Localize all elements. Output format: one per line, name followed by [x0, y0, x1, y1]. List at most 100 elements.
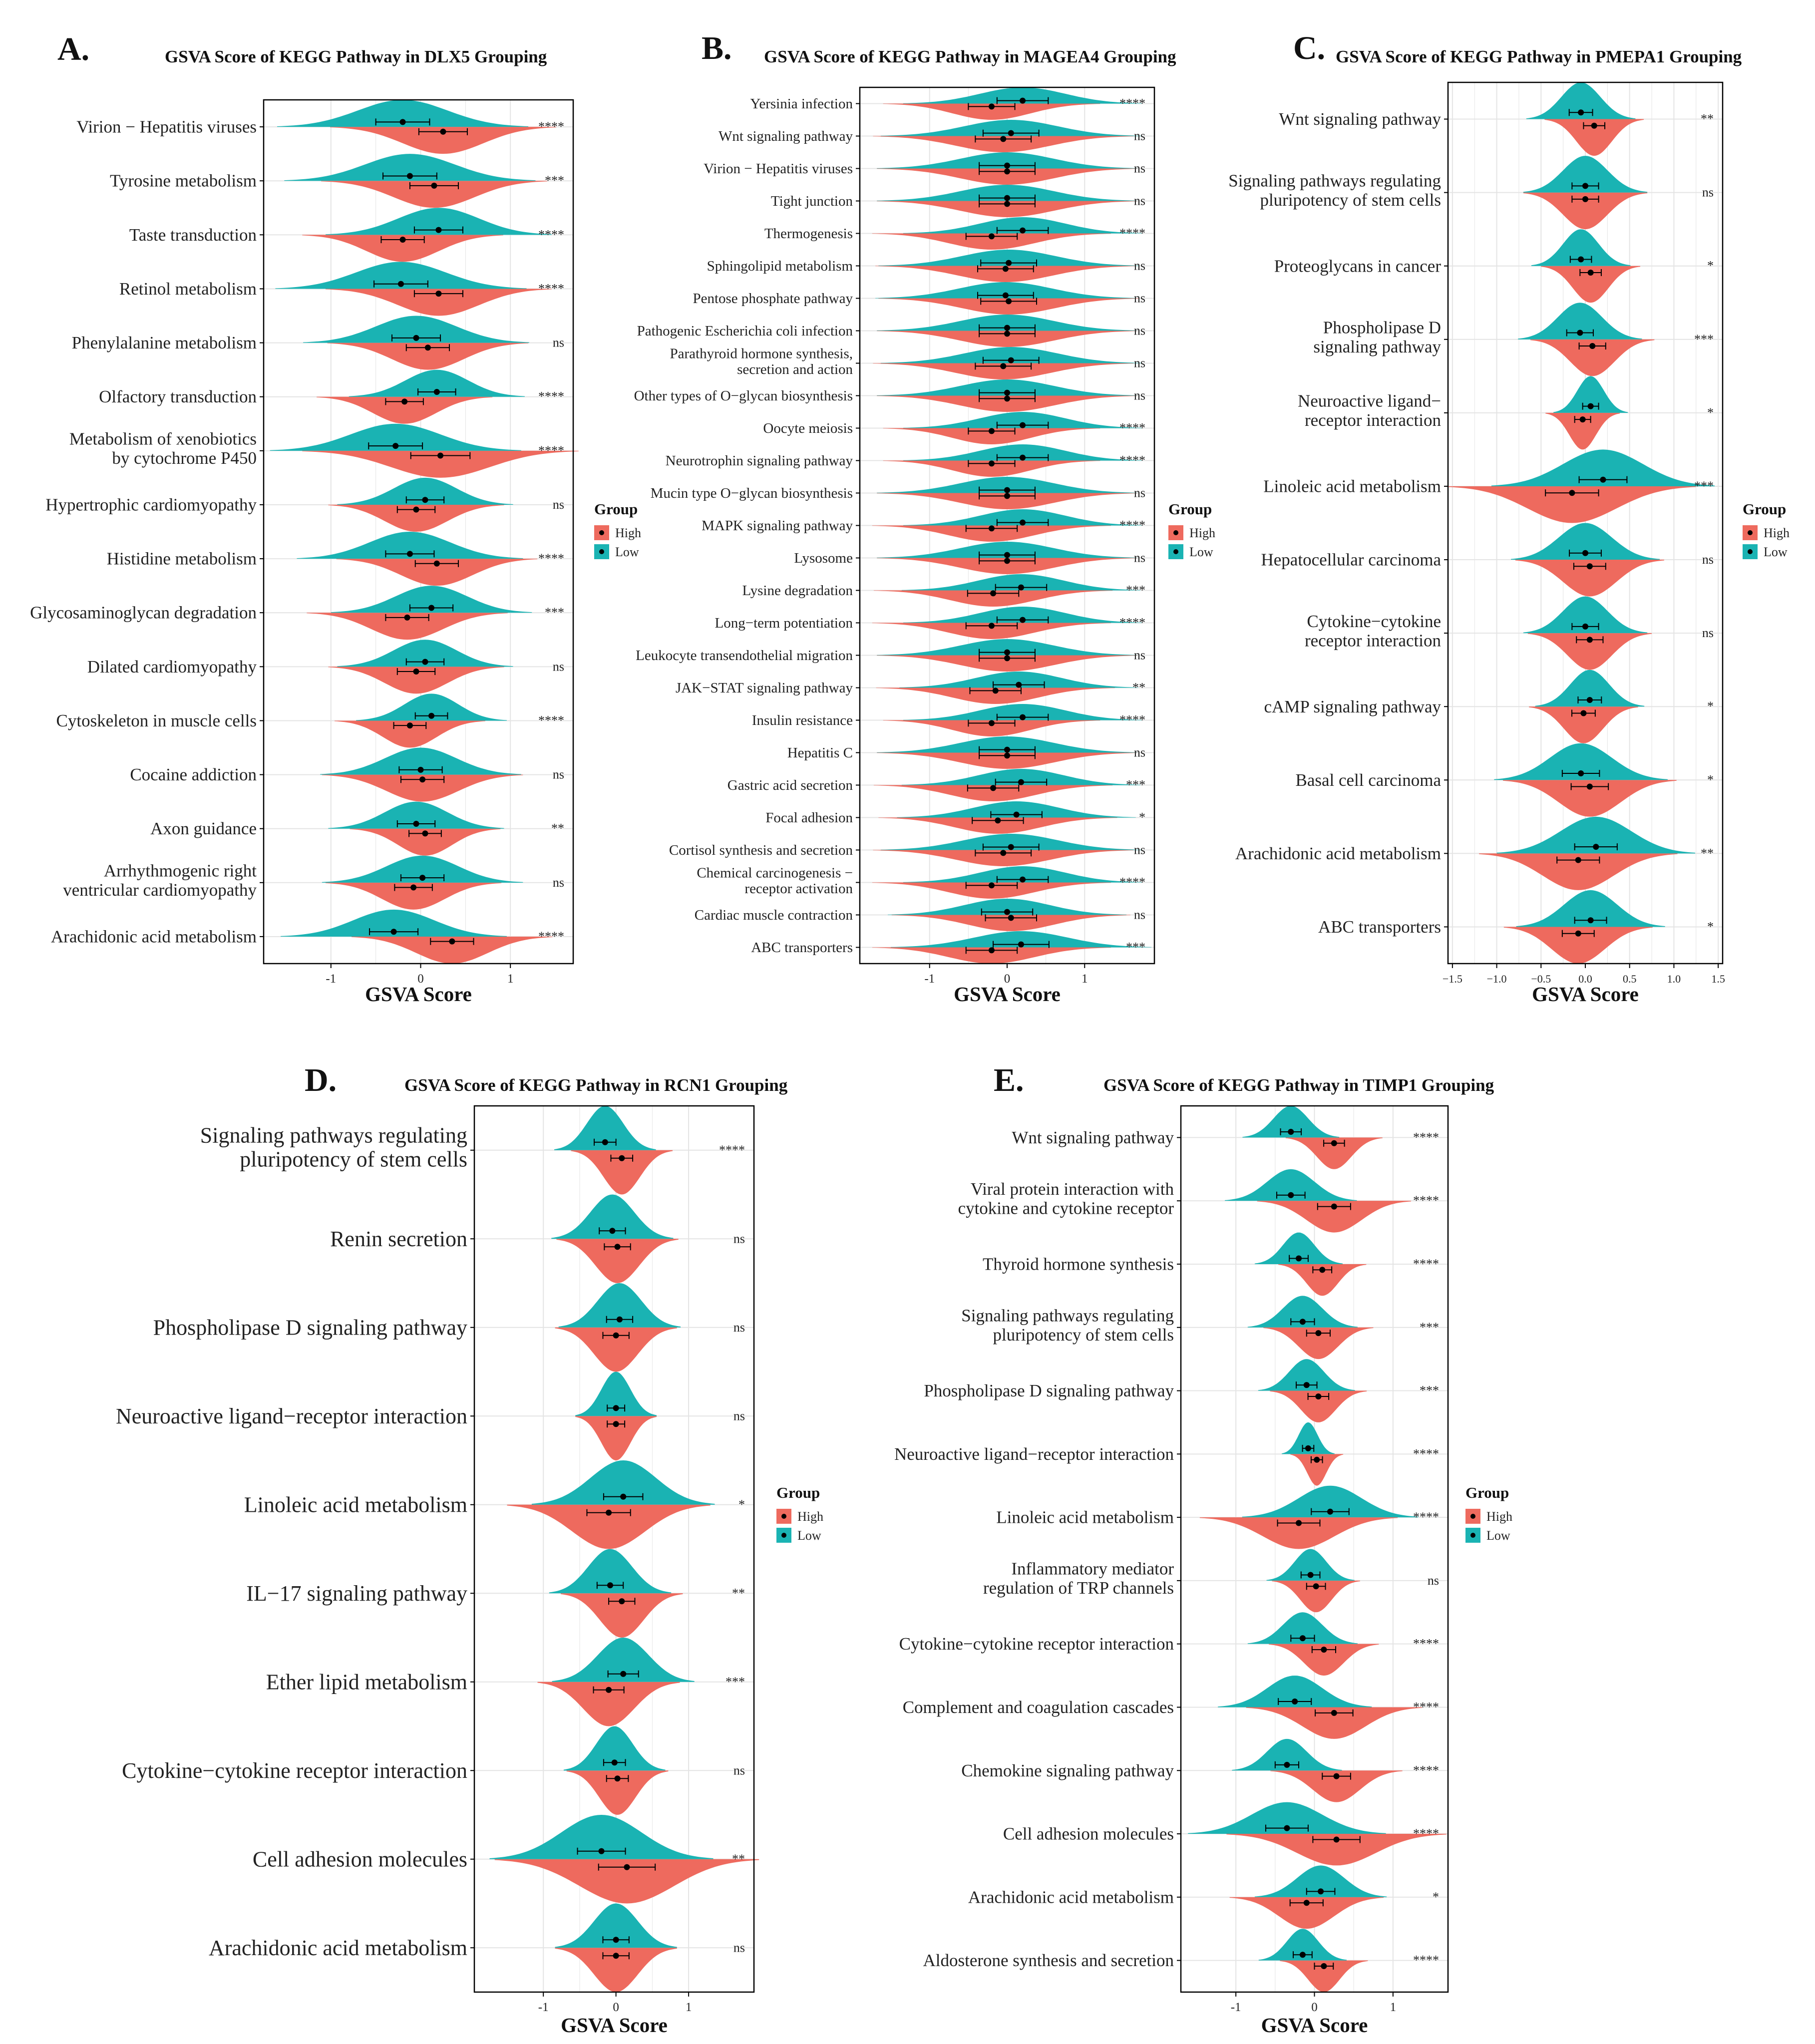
category-label: Yersinia infection — [750, 96, 853, 112]
mean-point-high — [988, 460, 995, 467]
violin-half-high — [872, 525, 1111, 542]
mean-point-high — [1000, 363, 1007, 369]
violin-half-high — [883, 720, 1100, 736]
mean-point-low — [428, 712, 435, 719]
mean-point-high — [988, 947, 995, 954]
category-label-line: Dilated cardiomyopathy — [87, 657, 257, 677]
mean-point-high — [1586, 563, 1593, 570]
mean-point-high — [1321, 1963, 1327, 1970]
category-label: Basal cell carcinoma — [1295, 770, 1441, 790]
category-label: Phospholipase D signaling pathway — [153, 1315, 467, 1340]
category-label: Phenylalanine metabolism — [72, 333, 257, 352]
significance-label: ns — [1134, 324, 1145, 338]
mean-point-high — [1589, 343, 1596, 349]
category-label-line: receptor activation — [744, 881, 853, 897]
violin-half-high — [877, 395, 1137, 412]
mean-point-low — [1296, 1255, 1302, 1262]
violin-half-low — [1247, 1296, 1358, 1328]
violin-half-low — [549, 1549, 672, 1594]
category-label-line: Wnt signaling pathway — [1012, 1128, 1174, 1147]
legend-point — [1173, 549, 1178, 554]
significance-label: **** — [538, 443, 564, 458]
violin-half-high — [873, 363, 1134, 379]
violin-half-low — [877, 152, 1137, 169]
significance-label: ns — [1134, 259, 1145, 273]
category-label-line: Cardiac muscle contraction — [695, 907, 853, 923]
significance-label: * — [1139, 810, 1145, 825]
violin-half-high — [556, 1239, 679, 1283]
x-tick-label: -1 — [326, 972, 336, 986]
violin-half-low — [331, 586, 532, 613]
category-label-line: Neuroactive ligand−receptor interaction — [116, 1404, 467, 1428]
legend-label-high: High — [1189, 526, 1215, 540]
violin-half-high — [1270, 1770, 1403, 1802]
mean-point-low — [1006, 260, 1012, 266]
category-label-line: Signaling pathways regulating — [200, 1123, 467, 1147]
violin-half-high — [537, 1682, 680, 1726]
category-label: Cytokine−cytokine receptor interaction — [1305, 612, 1441, 651]
category-label: Virion − Hepatitis viruses — [76, 117, 257, 137]
significance-label: **** — [1119, 96, 1145, 111]
category-label-line: Axon guidance — [150, 819, 257, 838]
mean-point-high — [1006, 298, 1012, 305]
mean-point-low — [1020, 714, 1026, 720]
significance-label: ** — [1701, 846, 1714, 860]
category-label: Other types of O−glycan biosynthesis — [634, 388, 853, 404]
category-label-line: Phospholipase D signaling pathway — [924, 1381, 1174, 1400]
mean-point-low — [1578, 770, 1584, 777]
mean-point-high — [413, 506, 419, 513]
category-label-line: Taste transduction — [129, 225, 257, 245]
significance-label: ns — [1702, 552, 1714, 567]
significance-label: ns — [1134, 843, 1145, 857]
mean-point-high — [1313, 1583, 1319, 1590]
violin-half-low — [891, 931, 1151, 948]
category-label-line: Signaling pathways regulating — [961, 1306, 1174, 1325]
violin-half-low — [558, 1283, 681, 1328]
mean-point-high — [1004, 558, 1010, 564]
violin-half-high — [327, 342, 529, 370]
violin-half-high — [1515, 560, 1664, 597]
mean-point-low — [1578, 109, 1584, 116]
mean-point-low — [1587, 403, 1594, 409]
panel-letter: D. — [305, 1062, 337, 1098]
panel-letter: A. — [57, 31, 89, 67]
mean-point-low — [611, 1759, 618, 1766]
mean-point-high — [1314, 1456, 1320, 1463]
category-label: Wnt signaling pathway — [1279, 109, 1441, 129]
x-axis-title: GSVA Score — [365, 983, 472, 1006]
category-label: Arrhythmogenic right ventricular cardiomy… — [63, 861, 257, 900]
mean-point-low — [392, 443, 399, 449]
significance-label: *** — [1694, 479, 1714, 493]
violin-half-low — [1242, 1106, 1340, 1138]
significance-label: **** — [1413, 1700, 1439, 1714]
significance-label: ns — [733, 1408, 745, 1423]
mean-point-low — [1020, 617, 1026, 623]
violin-half-high — [1544, 119, 1644, 156]
significance-label: ns — [1702, 626, 1714, 640]
category-label-line: Cytokine−cytokine — [1307, 612, 1441, 631]
mean-point-high — [404, 614, 410, 621]
mean-point-low — [1008, 844, 1014, 850]
category-label-line: Cortisol synthesis and secretion — [669, 842, 853, 858]
mean-point-high — [1321, 1647, 1327, 1653]
category-label: Signaling pathways regulating pluripotenc… — [1228, 171, 1441, 210]
significance-label: *** — [1126, 778, 1145, 792]
category-label-line: Sphingolipid metabolism — [707, 258, 853, 274]
category-label-line: Focal adhesion — [765, 810, 853, 826]
mean-point-high — [606, 1509, 612, 1516]
mean-point-low — [419, 875, 426, 881]
category-label-line: Cytoskeleton in muscle cells — [56, 711, 257, 730]
legend-point — [1748, 549, 1753, 554]
mean-point-high — [1004, 655, 1010, 662]
violin-half-low — [1491, 449, 1715, 486]
mean-point-high — [1296, 1520, 1302, 1526]
violin-half-low — [903, 444, 1142, 461]
category-label-line: Wnt signaling pathway — [719, 128, 853, 144]
mean-point-low — [1020, 454, 1026, 461]
mean-point-low — [1018, 779, 1024, 785]
mean-point-high — [990, 785, 997, 791]
mean-point-high — [1319, 1267, 1326, 1273]
category-label-line: pluripotency of stem cells — [993, 1325, 1174, 1345]
panel-frame — [473, 1105, 755, 1993]
significance-label: * — [738, 1497, 745, 1512]
